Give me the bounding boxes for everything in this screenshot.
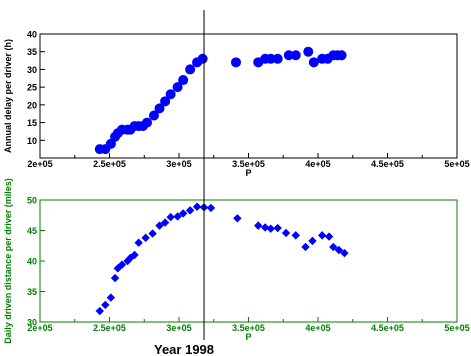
data-point	[178, 209, 188, 218]
data-point	[291, 231, 300, 240]
year-annotation: Year 1998	[154, 342, 214, 356]
data-point	[155, 221, 164, 230]
data-point	[272, 53, 283, 64]
data-point	[265, 53, 276, 64]
data-point	[165, 89, 176, 100]
data-point	[148, 229, 157, 238]
data-point	[340, 248, 349, 258]
y-axis-label: Daily driven distance per driver (miles)	[3, 178, 13, 344]
plot-frame	[39, 33, 458, 159]
x-tick-label: 5e+05	[444, 323, 469, 333]
x-tick-label: 3e+05	[166, 159, 191, 169]
y-tick-label: 15	[27, 118, 37, 128]
data-point	[113, 264, 123, 273]
data-point	[329, 242, 338, 252]
x-tick-label: 2.5e+05	[93, 323, 126, 333]
y-tick-label: 30	[27, 318, 37, 328]
y-tick-label: 25	[27, 83, 37, 93]
data-point	[148, 110, 159, 121]
x-tick-label: 3e+05	[166, 323, 191, 333]
data-point	[230, 57, 241, 68]
data-point	[95, 306, 104, 316]
data-point	[192, 202, 202, 211]
data-point	[254, 221, 263, 230]
data-point	[185, 206, 195, 215]
y-tick-label: 45	[27, 226, 37, 236]
data-point	[154, 103, 165, 114]
y-tick-label: 30	[27, 65, 37, 75]
x-tick-label: 4.5e+05	[371, 323, 404, 333]
data-point	[308, 57, 319, 68]
data-point	[197, 53, 208, 64]
data-point	[160, 96, 171, 107]
data-point	[134, 238, 143, 247]
data-point	[172, 82, 183, 93]
data-point	[206, 203, 216, 213]
x-axis-label: P	[245, 168, 251, 178]
data-point	[334, 245, 344, 255]
x-tick-label: 4e+05	[305, 323, 330, 333]
x-tick-label: 4e+05	[305, 159, 330, 169]
y-tick-label: 10	[27, 136, 37, 146]
data-point	[106, 293, 116, 302]
data-point	[117, 260, 127, 269]
data-point	[141, 233, 150, 243]
y-tick-label: 40	[27, 30, 37, 40]
data-point	[317, 231, 327, 240]
data-point	[173, 212, 182, 221]
y-tick-label: 40	[27, 257, 37, 267]
data-point	[273, 223, 282, 233]
y-tick-label: 35	[27, 47, 37, 57]
x-tick-label: 5e+05	[444, 159, 469, 169]
data-point	[142, 117, 153, 128]
data-point	[110, 273, 120, 283]
y-tick-label: 35	[27, 287, 37, 297]
bottom-panel: 2e+05 2.5e+05 3e+05 3.5e+05 4e+05 4.5e+05 5e+0…	[3, 178, 470, 344]
data-point	[260, 223, 270, 232]
data-point	[324, 232, 334, 241]
x-tick-label: 3.5e+05	[232, 159, 265, 169]
data-point	[266, 224, 275, 233]
x-tick-label: 2e+05	[27, 323, 52, 333]
data-point	[308, 236, 317, 246]
data-point	[336, 50, 347, 61]
x-tick-label: 2.5e+05	[93, 159, 126, 169]
data-point	[101, 300, 110, 310]
y-axis-label: Annual delay per driver (h)	[3, 39, 13, 153]
data-point	[166, 212, 175, 222]
data-point	[283, 50, 294, 61]
data-point	[185, 64, 196, 75]
data-point	[233, 214, 242, 223]
data-point	[130, 250, 139, 260]
x-tick-label: 2e+05	[27, 159, 52, 169]
top-panel: 2e+05 2.5e+05 3e+05 3.5e+05 4e+05 4.5e+05 5e+0…	[3, 30, 470, 179]
x-axis-label: P	[245, 332, 251, 342]
x-tick-label: 3.5e+05	[232, 323, 265, 333]
x-tick-label: 4.5e+05	[371, 159, 404, 169]
y-tick-label: 50	[27, 196, 37, 206]
data-point	[160, 218, 170, 227]
data-point	[178, 75, 189, 86]
data-point	[290, 50, 301, 61]
y-tick-label: 20	[27, 100, 37, 110]
data-point	[301, 242, 310, 252]
data-point	[281, 228, 291, 238]
data-point	[303, 46, 314, 57]
